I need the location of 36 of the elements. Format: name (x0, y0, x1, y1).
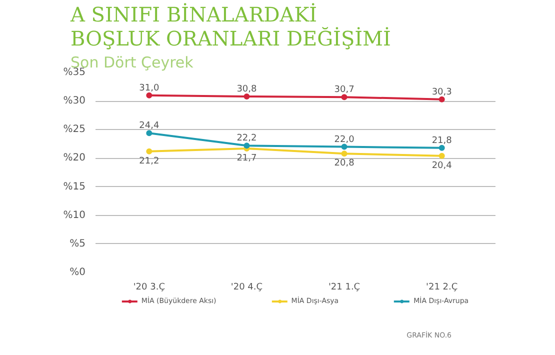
y-tick-label: %15 (63, 181, 86, 192)
x-tick-label: '21 1.Ç (328, 282, 360, 292)
data-label: 22,0 (334, 134, 355, 145)
data-label: 22,2 (236, 134, 257, 144)
y-tick-label: %20 (63, 152, 86, 164)
data-label: 31,0 (139, 83, 160, 94)
y-tick-label: %35 (63, 67, 86, 78)
point (341, 144, 348, 150)
data-label: 20,4 (432, 160, 452, 171)
data-label: 30,7 (334, 85, 354, 96)
point (146, 92, 152, 98)
chart-title: A SINIFI BİNALARDAKİ BOŞLUK ORANLARI DEĞİŞİMİ (70, 2, 391, 50)
y-tick-label: %30 (63, 96, 86, 107)
data-label: 30,8 (236, 84, 258, 94)
data-label: 24,4 (139, 121, 160, 132)
data-label: 30,3 (432, 87, 452, 98)
point (244, 142, 250, 149)
x-tick-label: '20 3.Ç (133, 282, 165, 292)
y-tick-label: %5 (70, 238, 86, 250)
point (438, 152, 445, 159)
point (438, 96, 445, 102)
point (244, 94, 250, 100)
point (146, 130, 152, 136)
point (146, 148, 152, 154)
x-tick-label: '21 2.Ç (426, 282, 458, 292)
y-tick-label: %0 (70, 267, 86, 278)
point (341, 94, 348, 100)
point (341, 150, 348, 157)
y-tick-label: %25 (63, 124, 86, 136)
data-label: 20,8 (334, 158, 355, 169)
x-tick-label: '20 4.Ç (230, 282, 263, 292)
data-label: 21,8 (432, 136, 452, 146)
y-tick-label: %10 (63, 210, 86, 221)
point (438, 144, 445, 151)
data-label: 21,2 (139, 156, 160, 166)
data-label: 21,7 (236, 154, 257, 164)
